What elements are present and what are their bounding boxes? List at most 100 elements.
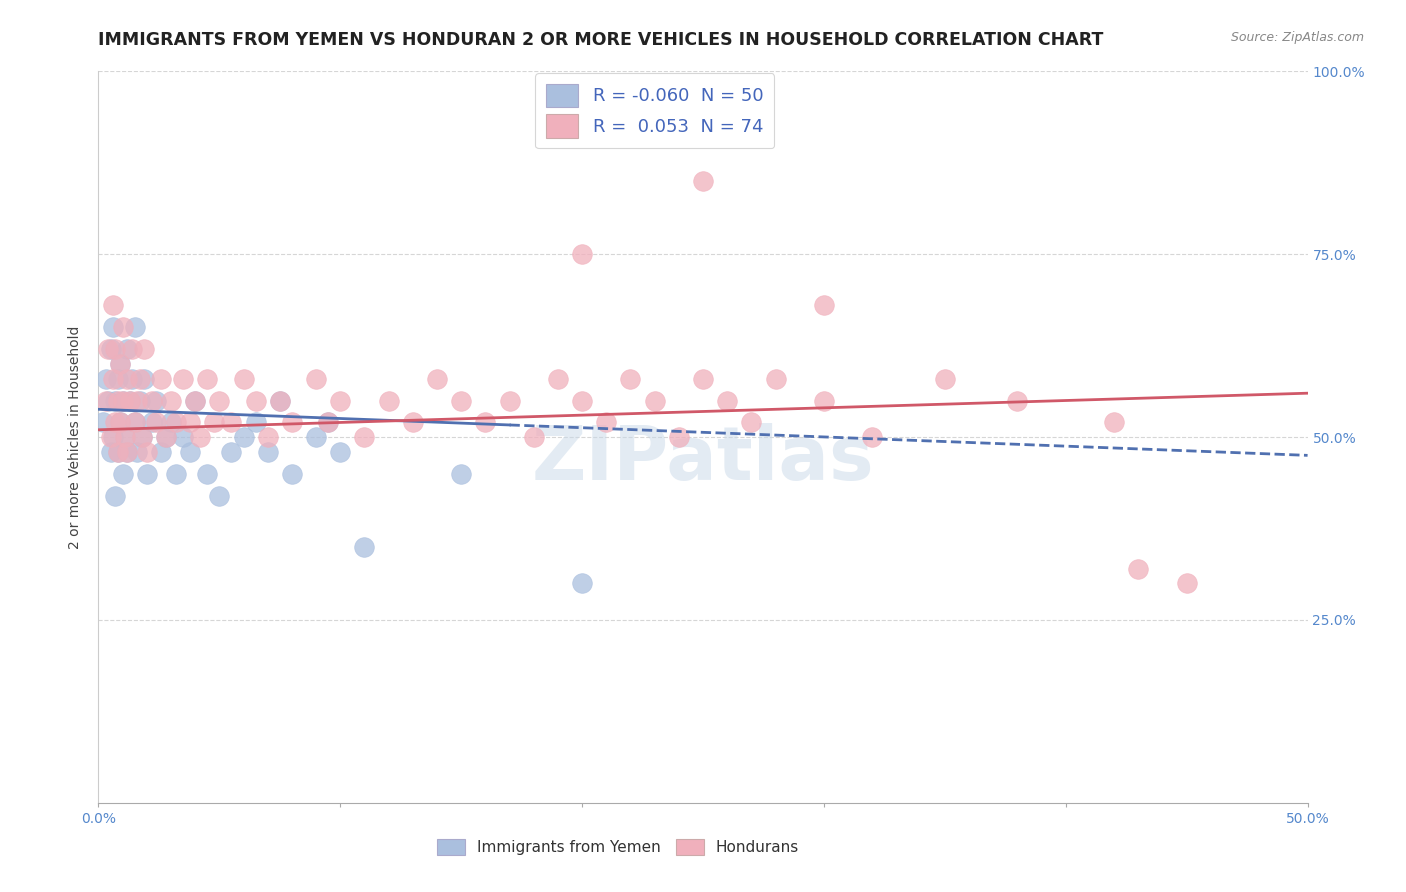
Point [281,416,304,430]
Point [111,393,134,408]
Point [155,430,177,444]
Point [498,393,520,408]
Point [179,444,201,458]
Point [305,430,328,444]
Point [184,393,207,408]
Point [111,320,134,334]
Point [124,320,146,334]
Point [256,430,278,444]
Point [155,430,177,444]
Point [117,371,139,385]
Point [316,416,339,430]
Point [692,174,714,188]
Point [111,393,134,408]
Point [571,576,593,591]
Point [269,393,291,408]
Point [716,393,738,408]
Point [150,444,173,458]
Point [160,416,183,430]
Point [377,393,399,408]
Point [571,247,593,261]
Point [692,371,714,385]
Point [245,416,267,430]
Point [195,467,218,481]
Point [644,393,666,408]
Point [426,371,449,385]
Point [94,371,117,385]
Point [117,444,139,458]
Point [141,416,163,430]
Point [121,371,143,385]
Point [100,444,122,458]
Point [128,393,150,408]
Point [619,371,641,385]
Point [1175,576,1198,591]
Point [184,393,207,408]
Point [141,393,163,408]
Y-axis label: 2 or more Vehicles in Household: 2 or more Vehicles in Household [69,326,83,549]
Point [165,467,187,481]
Point [134,343,156,357]
Point [1102,416,1125,430]
Point [94,393,117,408]
Point [305,371,328,385]
Point [450,467,472,481]
Point [179,416,201,430]
Point [145,416,167,430]
Point [668,430,690,444]
Point [934,371,956,385]
Point [107,444,129,458]
Point [104,343,127,357]
Point [232,430,254,444]
Text: IMMIGRANTS FROM YEMEN VS HONDURAN 2 OR MORE VEHICLES IN HOUSEHOLD CORRELATION CH: IMMIGRANTS FROM YEMEN VS HONDURAN 2 OR M… [98,31,1104,49]
Point [107,444,129,458]
Point [765,371,787,385]
Point [114,430,136,444]
Point [402,416,425,430]
Point [172,430,194,444]
Point [269,393,291,408]
Point [160,393,183,408]
Point [195,371,218,385]
Point [281,467,304,481]
Point [208,393,231,408]
Point [221,416,243,430]
Text: ZIPatlas: ZIPatlas [531,423,875,496]
Point [547,371,569,385]
Point [108,357,131,371]
Point [165,416,187,430]
Point [108,416,131,430]
Point [571,393,593,408]
Point [134,371,156,385]
Point [145,393,167,408]
Point [108,416,131,430]
Point [860,430,883,444]
Point [474,416,496,430]
Point [131,430,153,444]
Point [117,444,139,458]
Point [107,371,129,385]
Point [150,371,173,385]
Point [353,430,375,444]
Point [329,393,352,408]
Point [117,343,139,357]
Point [813,298,835,312]
Legend: Immigrants from Yemen, Hondurans: Immigrants from Yemen, Hondurans [432,833,806,861]
Point [595,416,617,430]
Point [121,343,143,357]
Point [232,371,254,385]
Point [118,393,141,408]
Point [101,320,124,334]
Point [188,430,211,444]
Point [1007,393,1029,408]
Point [104,416,127,430]
Point [91,416,114,430]
Point [131,430,153,444]
Point [104,489,127,503]
Point [101,298,124,312]
Point [111,467,134,481]
Point [208,489,231,503]
Point [97,393,120,408]
Point [104,393,127,408]
Point [256,444,278,458]
